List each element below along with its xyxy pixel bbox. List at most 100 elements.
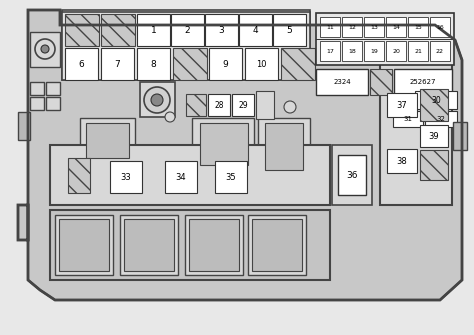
Text: 18: 18 [348, 49, 356, 54]
Bar [65, 48, 98, 80]
Text: 11: 11 [326, 24, 334, 29]
Bar [370, 69, 392, 95]
Text: 32: 32 [437, 116, 446, 122]
Bar [316, 13, 454, 65]
Text: 1: 1 [151, 25, 156, 35]
Text: 8: 8 [151, 60, 156, 68]
Bar [124, 219, 174, 271]
Bar [215, 161, 247, 193]
Text: 14: 14 [392, 24, 400, 29]
Bar [59, 219, 109, 271]
Circle shape [35, 39, 55, 59]
Bar [208, 94, 230, 116]
Bar [62, 10, 310, 80]
Circle shape [151, 94, 163, 106]
Bar [137, 14, 170, 46]
Bar [273, 14, 306, 46]
Bar [265, 123, 303, 170]
Text: 5: 5 [287, 25, 292, 35]
Bar [68, 158, 90, 193]
Bar [430, 17, 450, 37]
Bar [55, 215, 113, 275]
Bar [46, 82, 60, 95]
Bar [316, 69, 368, 95]
Bar [420, 89, 448, 121]
Text: 19: 19 [370, 49, 378, 54]
Bar [281, 48, 315, 80]
Bar [186, 94, 206, 116]
Bar [30, 32, 60, 67]
Text: 12: 12 [348, 24, 356, 29]
Text: 36: 36 [346, 171, 358, 180]
Bar [62, 12, 310, 80]
Bar [50, 145, 330, 205]
Bar [173, 48, 207, 80]
Bar [192, 118, 254, 170]
Text: 21: 21 [414, 49, 422, 54]
Bar [185, 215, 243, 275]
Bar [415, 91, 457, 109]
Bar [248, 215, 306, 275]
Text: 22: 22 [436, 49, 444, 54]
Bar [171, 14, 204, 46]
Text: 30: 30 [431, 95, 441, 105]
Bar [420, 125, 448, 147]
Bar [80, 118, 135, 163]
Bar [239, 14, 272, 46]
Text: 20: 20 [392, 49, 400, 54]
Bar [65, 14, 99, 46]
Text: 37: 37 [397, 100, 407, 110]
Circle shape [144, 87, 170, 113]
Bar [110, 161, 142, 193]
Text: 33: 33 [120, 173, 131, 182]
Text: 4: 4 [253, 25, 258, 35]
Bar [101, 48, 134, 80]
Bar [189, 219, 239, 271]
Text: 9: 9 [223, 60, 228, 68]
Bar [46, 97, 60, 110]
Text: 10: 10 [256, 60, 267, 68]
Circle shape [284, 101, 296, 113]
Bar [380, 60, 452, 205]
Bar [364, 41, 384, 61]
Bar [120, 215, 178, 275]
Bar [430, 41, 450, 61]
Bar [342, 17, 362, 37]
Text: 35: 35 [226, 173, 237, 182]
Bar [200, 123, 248, 165]
Bar [387, 149, 417, 173]
Bar [18, 112, 30, 140]
Bar [338, 155, 366, 195]
Bar [408, 41, 428, 61]
Bar [165, 161, 197, 193]
Text: 3: 3 [219, 25, 224, 35]
Text: 7: 7 [115, 60, 120, 68]
Bar [209, 48, 242, 80]
Bar [258, 118, 310, 175]
Text: 252627: 252627 [410, 79, 436, 85]
Bar [387, 93, 417, 117]
Text: 38: 38 [397, 156, 407, 165]
Bar [420, 150, 448, 180]
Bar [332, 145, 372, 205]
Text: 29: 29 [238, 100, 248, 110]
Circle shape [165, 112, 175, 122]
Bar [320, 41, 340, 61]
Polygon shape [18, 10, 462, 300]
Text: 28: 28 [214, 100, 224, 110]
Bar [137, 48, 170, 80]
Bar [386, 41, 406, 61]
Text: 13: 13 [370, 24, 378, 29]
Bar [30, 82, 44, 95]
Text: 34: 34 [176, 173, 186, 182]
Bar [393, 111, 423, 127]
Text: 2324: 2324 [333, 79, 351, 85]
Bar [232, 94, 254, 116]
Text: 16: 16 [436, 24, 444, 29]
Text: 15: 15 [414, 24, 422, 29]
Bar [364, 17, 384, 37]
Text: 6: 6 [79, 60, 84, 68]
Bar [394, 69, 452, 95]
Bar [86, 123, 129, 158]
Bar [245, 48, 278, 80]
